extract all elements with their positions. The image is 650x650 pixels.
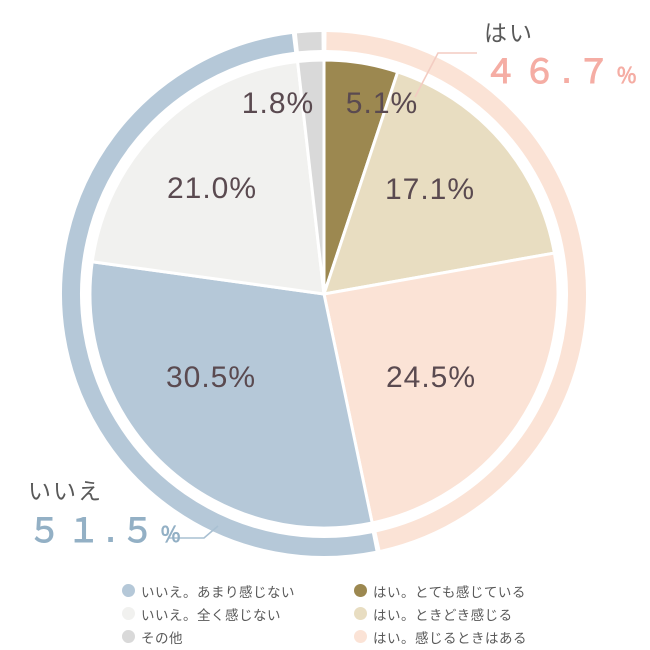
- legend-marker-icon: [122, 584, 135, 597]
- slice-label-other: 1.8%: [241, 87, 315, 120]
- legend-marker-icon: [122, 630, 135, 643]
- legend-label: いいえ。あまり感じない: [141, 584, 295, 600]
- callout-line-yes: [414, 52, 477, 98]
- legend-marker-icon: [354, 607, 367, 620]
- pie-slice-1: [322, 70, 556, 296]
- pie-slice-5: [296, 58, 326, 296]
- legend-column-yes: はい。とても感じている はい。ときどき感じる はい。感じるときはある: [354, 579, 527, 648]
- slice-label-occasionally: 24.5%: [385, 361, 477, 394]
- group-callout-no: いいえ ５１.５％: [28, 472, 181, 547]
- group-yes-value: ４６.７％: [484, 53, 638, 90]
- legend-label: はい。とても感じている: [373, 584, 526, 600]
- callout-line-no: [168, 525, 219, 539]
- slice-label-very-much: 5.1%: [345, 87, 419, 120]
- pie-slice-4: [90, 59, 326, 296]
- pie-slice-2: [322, 251, 560, 525]
- pie-slice-3: [88, 260, 374, 530]
- legend-label: いいえ。全く感じない: [141, 607, 281, 623]
- legend-label: はい。感じるときはある: [373, 630, 527, 646]
- group-ring-yes: [326, 32, 587, 550]
- legend-label: その他: [141, 630, 183, 646]
- slice-label-sometimes: 17.1%: [384, 173, 476, 206]
- slice-label-not-at-all: 21.0%: [166, 172, 258, 205]
- group-no-name: いいえ: [28, 478, 103, 504]
- legend-marker-icon: [354, 630, 367, 643]
- legend-item: いいえ。全く感じない: [122, 602, 295, 625]
- legend-item: はい。ときどき感じる: [354, 602, 527, 625]
- group-no-value: ５１.５％: [28, 512, 182, 549]
- legend-item: いいえ。あまり感じない: [122, 579, 295, 602]
- group-callout-yes: はい ４６.７％: [484, 14, 637, 88]
- legend-item: その他: [122, 625, 295, 648]
- legend-label: はい。ときどき感じる: [373, 607, 513, 623]
- legend-item: はい。とても感じている: [354, 579, 527, 602]
- group-ring-no: [62, 33, 376, 556]
- legend-item: はい。感じるときはある: [354, 625, 527, 648]
- group-yes-name: はい: [484, 20, 534, 46]
- legend-marker-icon: [122, 607, 135, 620]
- group-ring-other: [296, 32, 322, 52]
- legend-marker-icon: [354, 584, 367, 597]
- slice-label-not-much: 30.5%: [165, 361, 257, 394]
- legend-column-no: いいえ。あまり感じない いいえ。全く感じない その他: [122, 579, 295, 648]
